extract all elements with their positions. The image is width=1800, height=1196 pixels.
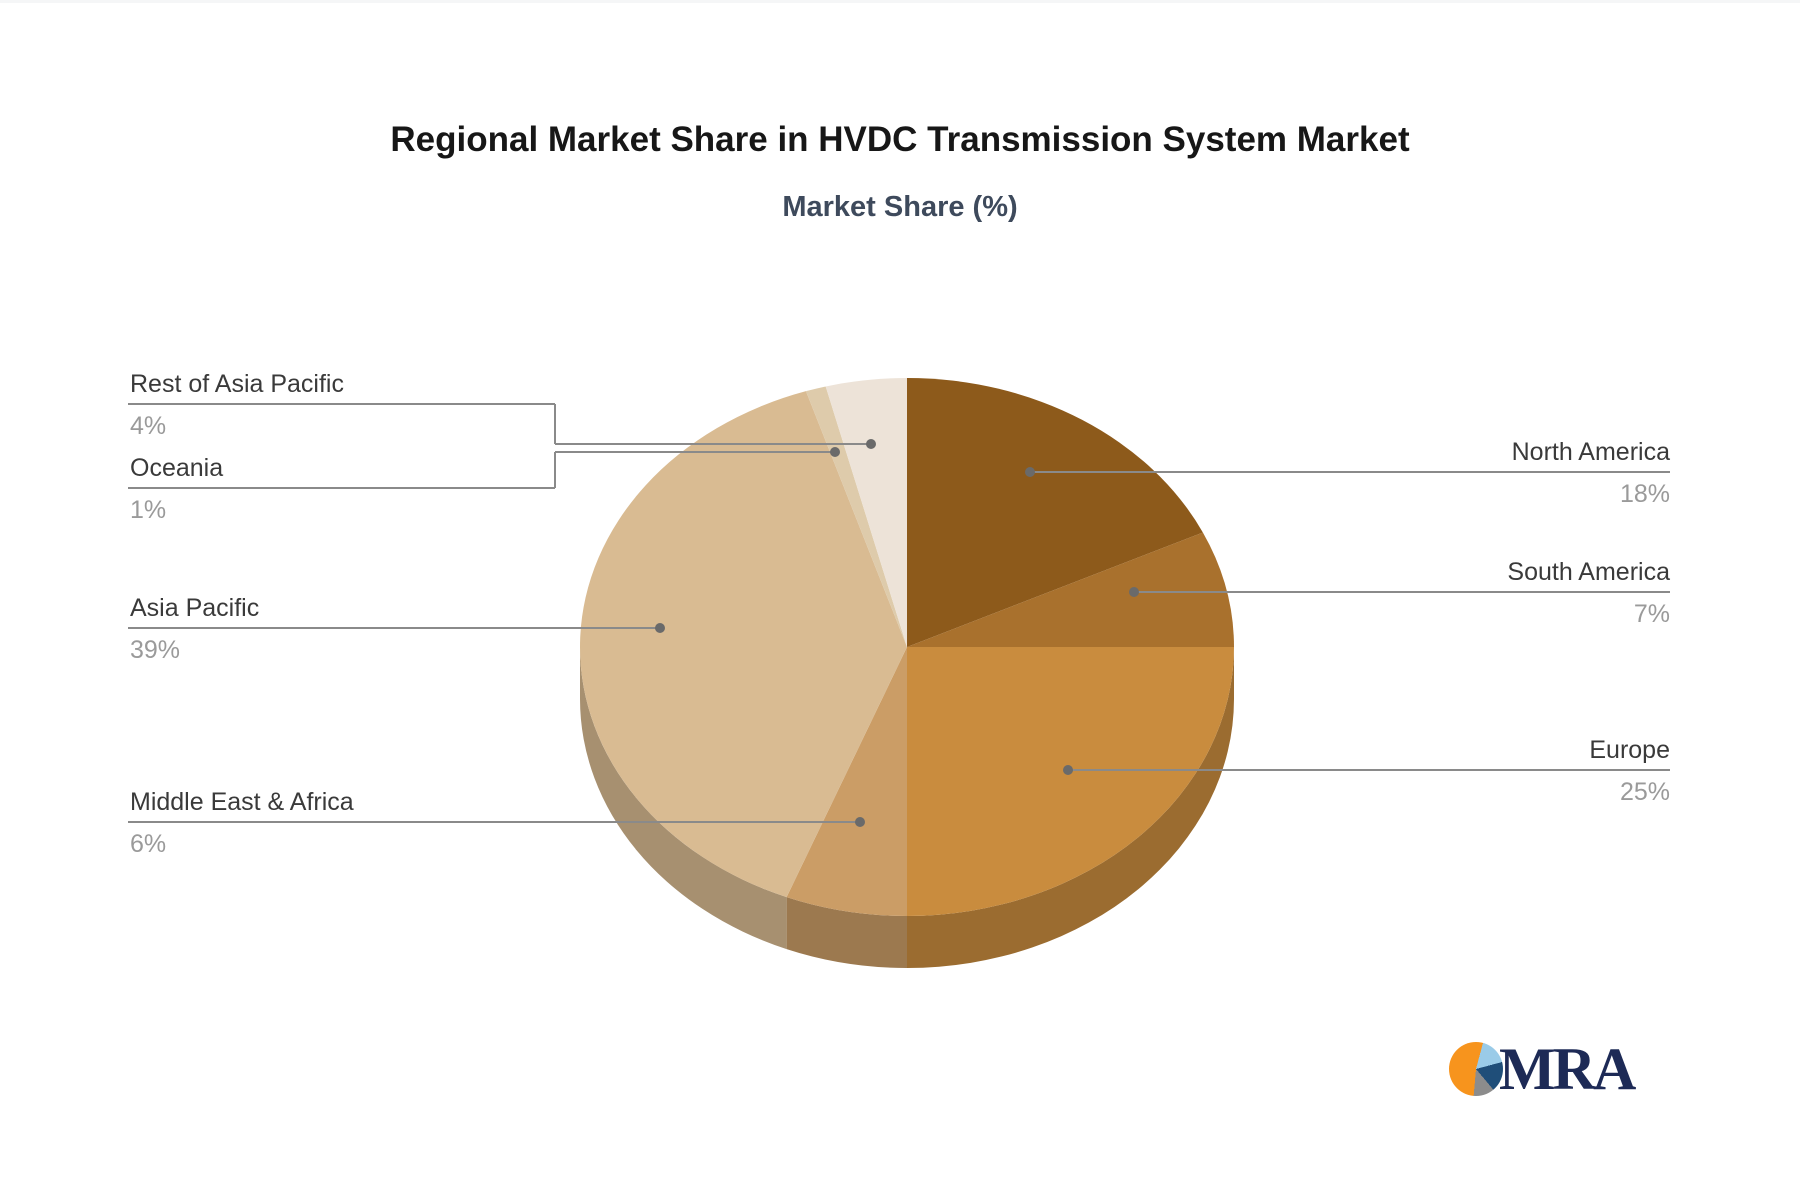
leader-dot-north-america — [1025, 467, 1035, 477]
leader-dot-rest-of-asia-pacific — [866, 439, 876, 449]
slice-value-oceania: 1% — [130, 496, 167, 524]
leader-dot-middle-east-africa — [855, 817, 865, 827]
slice-name-north-america: North America — [1511, 438, 1670, 466]
slice-value-middle-east-africa: 6% — [130, 830, 167, 858]
pie-rim-europe — [907, 647, 1234, 968]
chart-subtitle: Market Share (%) — [782, 191, 1018, 223]
mra-logo-pie-icon — [1449, 1042, 1503, 1096]
slice-name-asia-pacific: Asia Pacific — [130, 594, 260, 622]
pie-slice-middle-east-africa[interactable] — [786, 647, 907, 916]
slice-value-asia-pacific: 39% — [130, 636, 181, 664]
leader-dot-europe — [1063, 765, 1073, 775]
slice-value-rest-of-asia-pacific: 4% — [130, 412, 167, 440]
chart-title: Regional Market Share in HVDC Transmissi… — [390, 120, 1410, 159]
top-edge-strip — [0, 0, 1800, 3]
slice-name-south-america: South America — [1507, 558, 1670, 586]
mra-logo: MRA — [1449, 1036, 1636, 1102]
pie-rim-asia-pacific — [580, 647, 787, 950]
slice-name-oceania: Oceania — [130, 454, 224, 482]
slice-value-north-america: 18% — [1619, 480, 1670, 508]
pie-slice-europe[interactable] — [907, 647, 1234, 916]
pie-slice-rest-of-asia-pacific[interactable] — [825, 378, 907, 647]
pie-slice-north-america[interactable] — [907, 378, 1203, 647]
slice-name-middle-east-africa: Middle East & Africa — [130, 788, 354, 816]
pie-slice-asia-pacific[interactable] — [579, 391, 907, 898]
leader-dot-asia-pacific — [655, 623, 665, 633]
slice-value-south-america: 7% — [1633, 600, 1670, 628]
slice-name-europe: Europe — [1589, 736, 1670, 764]
slice-value-europe: 25% — [1619, 778, 1670, 806]
slice-name-rest-of-asia-pacific: Rest of Asia Pacific — [130, 370, 344, 398]
leader-dot-south-america — [1129, 587, 1139, 597]
mra-logo-text: MRA — [1499, 1036, 1636, 1102]
pie-rim-middle-east-africa — [786, 897, 907, 968]
leader-dot-oceania — [830, 447, 840, 457]
pie-slice-south-america[interactable] — [907, 532, 1234, 647]
